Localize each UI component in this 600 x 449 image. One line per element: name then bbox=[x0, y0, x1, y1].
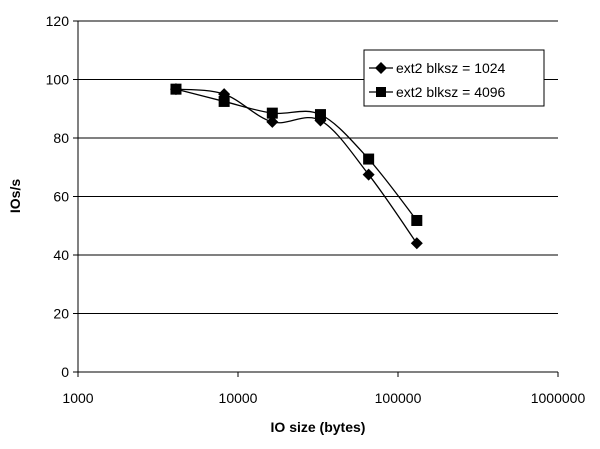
x-tick-labels: 1000 10000 100000 1000000 bbox=[62, 390, 585, 406]
data-point-diamond bbox=[362, 168, 375, 181]
x-tick-label: 1000000 bbox=[531, 390, 586, 406]
y-tick-label: 120 bbox=[46, 13, 70, 29]
series-line-2 bbox=[175, 88, 418, 221]
legend-box bbox=[363, 49, 545, 107]
y-tick-label: 100 bbox=[46, 72, 70, 88]
y-tick-label: 20 bbox=[53, 306, 69, 322]
y-tick-label: 60 bbox=[53, 189, 69, 205]
data-point-square bbox=[411, 214, 423, 226]
data-point-diamond bbox=[410, 237, 423, 250]
y-tick-label: 40 bbox=[53, 247, 69, 263]
axes bbox=[73, 20, 559, 377]
x-tick-label: 100000 bbox=[375, 390, 422, 406]
legend-square-marker bbox=[376, 87, 386, 97]
y-tick-labels: 0 20 40 60 80 100 120 bbox=[46, 13, 70, 380]
data-point-square bbox=[170, 83, 182, 95]
legend-diamond-marker bbox=[375, 62, 387, 74]
x-tick-label: 10000 bbox=[219, 390, 258, 406]
y-tick-label: 0 bbox=[61, 364, 69, 380]
data-point-square bbox=[363, 153, 375, 165]
y-tick-label: 80 bbox=[53, 130, 69, 146]
data-point-square bbox=[266, 107, 278, 119]
legend-label-1: ext2 blksz = 1024 bbox=[396, 60, 506, 76]
data-point-diamond bbox=[266, 115, 279, 128]
legend: ext2 blksz = 1024 ext2 blksz = 4096 bbox=[363, 49, 545, 107]
data-point-square bbox=[218, 95, 230, 107]
y-axis-label: IOs/s bbox=[7, 179, 23, 213]
x-tick-label: 1000 bbox=[62, 390, 93, 406]
x-axis-label: IO size (bytes) bbox=[271, 419, 366, 435]
data-point-square bbox=[314, 109, 326, 121]
legend-label-2: ext2 blksz = 4096 bbox=[396, 84, 506, 100]
series-group bbox=[169, 83, 423, 250]
gridlines bbox=[78, 20, 558, 314]
